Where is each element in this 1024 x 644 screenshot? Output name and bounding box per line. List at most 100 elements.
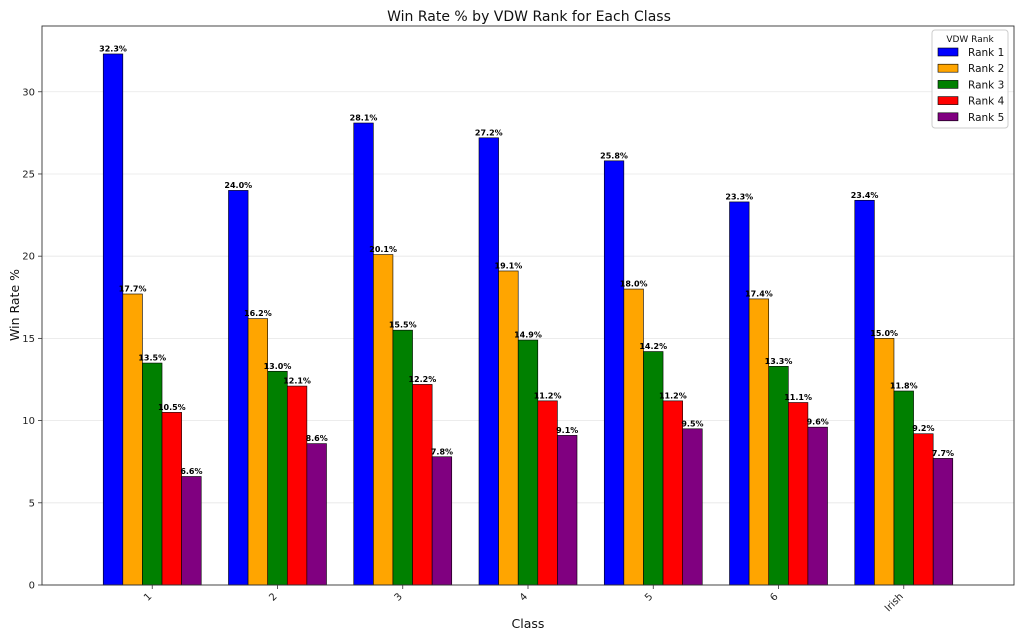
- bar-value-label: 17.7%: [119, 284, 147, 293]
- legend: VDW Rank Rank 1 Rank 2 Rank 3 Rank 4 Rank 5: [931, 29, 1009, 129]
- bar: [373, 254, 394, 586]
- y-tick-label: 20: [22, 252, 35, 263]
- bar: [161, 412, 182, 586]
- x-tick-labels: 1 2 3 4 5 6 Irish: [142, 585, 906, 614]
- legend-swatch: [937, 96, 959, 105]
- bar: [729, 201, 750, 586]
- bar-value-label: 11.2%: [534, 391, 562, 400]
- bar-value-label: 10.5%: [158, 403, 186, 412]
- bar-value-label: 23.4%: [851, 191, 879, 200]
- legend-label: Rank 5: [968, 112, 1004, 124]
- x-tick-label: 6: [768, 591, 780, 603]
- legend-label: Rank 3: [968, 79, 1004, 91]
- bar-value-label: 18.0%: [620, 280, 648, 289]
- y-tick-labels: 0 5 10 15 20 25 30: [22, 87, 42, 592]
- bar-value-label: 32.3%: [99, 44, 127, 53]
- bar: [854, 199, 875, 586]
- x-tick-label: Irish: [883, 591, 906, 614]
- bar: [228, 190, 249, 586]
- bar-value-label: 19.1%: [495, 261, 523, 270]
- bar: [603, 160, 625, 586]
- bar-value-label: 25.8%: [600, 151, 628, 160]
- bar: [267, 370, 288, 586]
- y-axis-label: Win Rate %: [7, 269, 22, 341]
- bar-value-label: 16.2%: [244, 309, 272, 318]
- bar-value-label: 13.3%: [765, 357, 793, 366]
- legend-swatch: [937, 63, 959, 73]
- bar-value-label: 15.0%: [870, 329, 898, 338]
- bar: [557, 435, 578, 586]
- bar-value-label: 11.8%: [890, 381, 918, 390]
- bar: [181, 476, 202, 586]
- bar-value-label: 9.5%: [681, 419, 703, 428]
- bar-value-labels: 32.3% 17.7% 13.5% 10.5% 6.6% 24.0% 16.2% 13.0% 1…: [99, 44, 954, 476]
- bar: [932, 458, 954, 586]
- bar: [623, 288, 644, 586]
- bars: [102, 53, 954, 586]
- bar-value-label: 14.9%: [514, 331, 542, 340]
- bar: [788, 402, 809, 586]
- bar-value-label: 9.2%: [912, 424, 934, 433]
- bar: [142, 362, 163, 586]
- x-tick-label: 5: [643, 591, 655, 603]
- x-tick-label: 1: [142, 591, 154, 603]
- bar-value-label: 17.4%: [745, 289, 773, 298]
- bar: [807, 426, 828, 586]
- bar-value-label: 28.1%: [350, 114, 378, 123]
- chart-title: Win Rate % by VDW Rank for Each Class: [387, 9, 671, 25]
- bar-value-label: 23.3%: [725, 192, 753, 201]
- bar: [498, 270, 519, 586]
- bar: [306, 443, 327, 586]
- y-tick-label: 0: [29, 581, 35, 592]
- bar-value-label: 11.1%: [784, 393, 812, 402]
- bar: [748, 298, 770, 586]
- bar-value-label: 12.1%: [283, 377, 311, 386]
- bar: [247, 318, 268, 586]
- bar-value-label: 9.6%: [807, 418, 829, 427]
- bar: [353, 122, 374, 586]
- legend-swatch: [937, 80, 959, 89]
- x-tick-label: 4: [518, 591, 530, 603]
- y-tick-label: 10: [22, 416, 35, 427]
- y-tick-label: 25: [22, 169, 35, 180]
- bar: [431, 456, 453, 586]
- bar: [412, 384, 433, 586]
- bar: [102, 53, 124, 586]
- bar: [893, 390, 914, 586]
- bar-value-label: 14.2%: [639, 342, 667, 351]
- bar: [643, 351, 664, 586]
- y-tick-label: 30: [22, 87, 35, 98]
- bar: [874, 338, 895, 586]
- bar-value-label: 24.0%: [224, 181, 252, 190]
- legend-label: Rank 4: [968, 96, 1005, 108]
- bar-value-label: 12.2%: [408, 375, 436, 384]
- bar-value-label: 9.1%: [556, 426, 578, 435]
- bar: [662, 400, 683, 586]
- legend-label: Rank 1: [968, 47, 1004, 59]
- bar-value-label: 13.0%: [264, 362, 292, 371]
- bar-value-label: 8.6%: [306, 434, 328, 443]
- bar-value-label: 13.5%: [138, 354, 166, 363]
- legend-title: VDW Rank: [946, 35, 994, 45]
- bar: [682, 428, 703, 586]
- legend-items: Rank 1 Rank 2 Rank 3 Rank 4 Rank 5: [937, 47, 1005, 124]
- x-tick-label: 2: [267, 591, 279, 603]
- bar: [913, 433, 934, 586]
- bar-value-label: 7.7%: [932, 449, 954, 458]
- bar-value-label: 20.1%: [369, 245, 397, 254]
- bar-value-label: 11.2%: [659, 391, 687, 400]
- bar-value-label: 6.6%: [180, 467, 202, 476]
- bar: [478, 137, 499, 586]
- bar: [286, 385, 308, 586]
- bar: [392, 329, 413, 586]
- legend-label: Rank 2: [968, 63, 1004, 75]
- y-tick-label: 5: [29, 498, 35, 509]
- x-axis-label: Class: [512, 616, 545, 631]
- bar-value-label: 15.5%: [389, 321, 417, 330]
- bar-value-label: 7.8%: [431, 447, 453, 456]
- bar: [122, 293, 143, 586]
- legend-swatch: [937, 112, 959, 122]
- bar: [537, 400, 558, 586]
